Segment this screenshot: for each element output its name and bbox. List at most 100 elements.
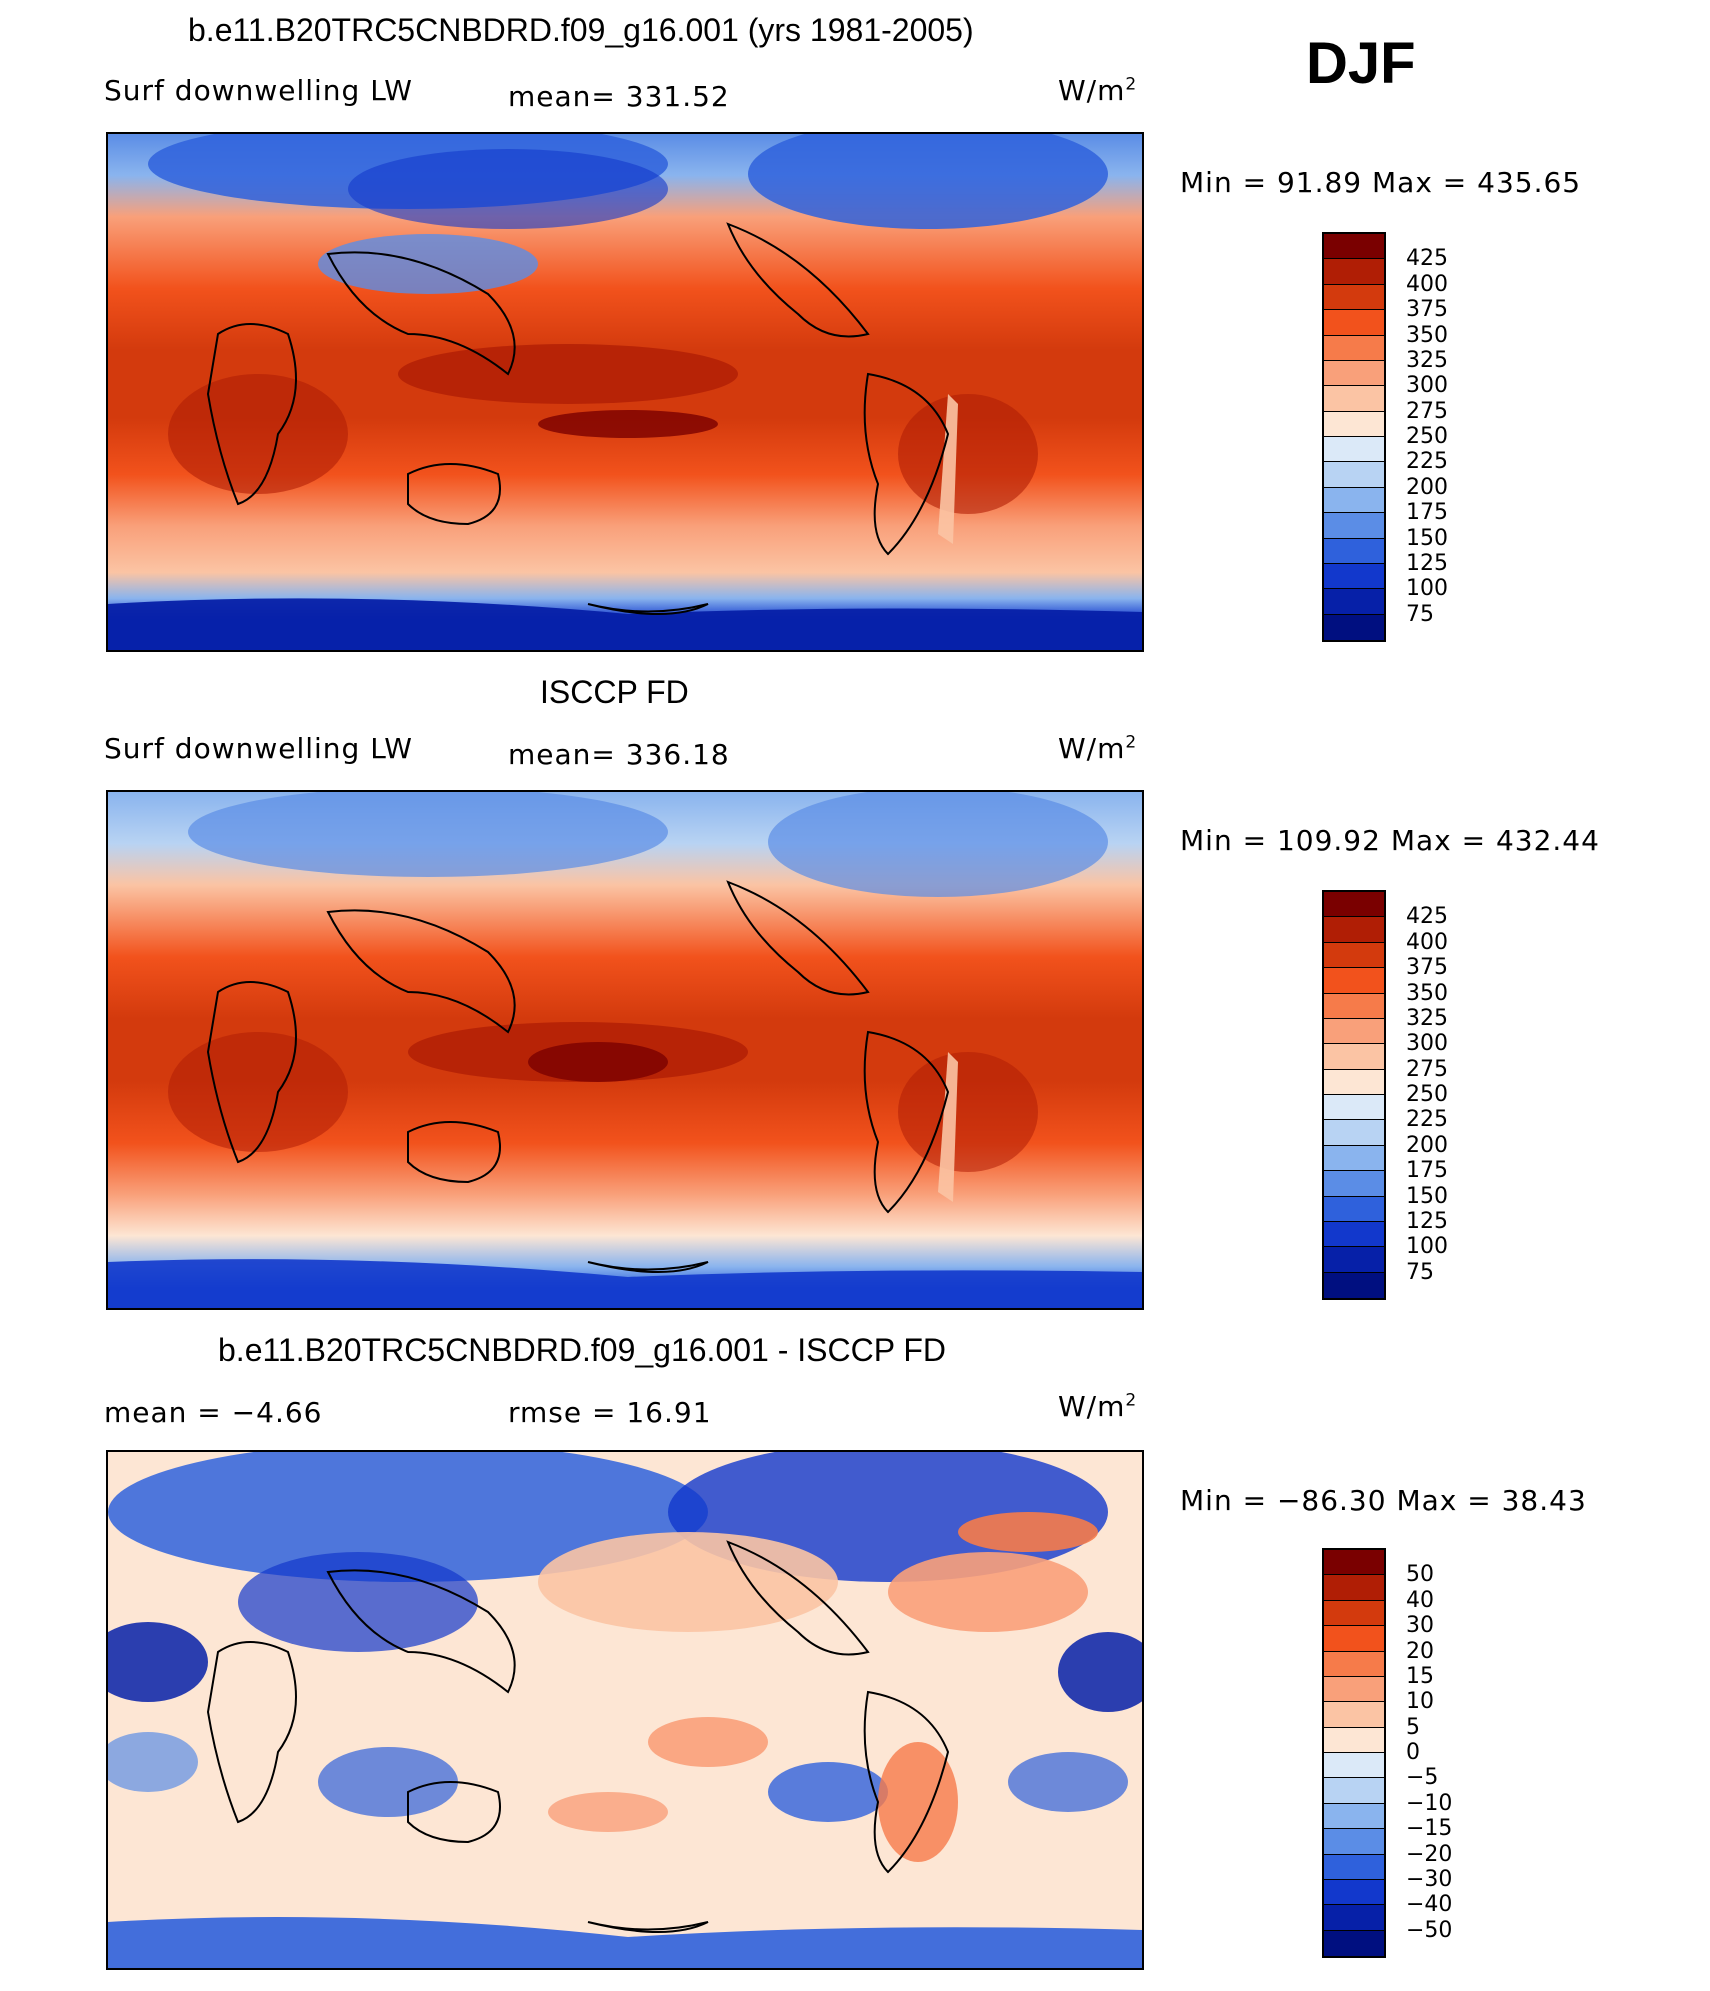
colorbar-tick-label: 150 [1406, 1183, 1448, 1209]
colorbar-tick-label: 425 [1406, 904, 1448, 930]
colorbar-segment [1324, 259, 1384, 285]
colorbar-tick-label: 250 [1406, 1082, 1448, 1107]
panel-3-units: W/m2 [1058, 1390, 1138, 1423]
panel-1-mean-label: mean= 331.52 [508, 80, 730, 113]
panel-3-mean-label: mean = −4.66 [104, 1396, 323, 1429]
panel-3-title: b.e11.B20TRC5CNBDRD.f09_g16.001 - ISCCP … [218, 1332, 947, 1368]
colorbar-segment [1324, 310, 1384, 336]
colorbar-segment [1324, 942, 1384, 969]
colorbar-segment [1324, 1829, 1384, 1855]
colorbar-segment [1324, 1095, 1384, 1121]
colorbar-tick-label: 100 [1406, 576, 1448, 602]
panel-1-map-field [108, 134, 1142, 650]
colorbar-tick-label: 400 [1406, 271, 1448, 297]
panel-1-colorbar [1322, 232, 1386, 642]
panel-1-minmax: Min = 91.89 Max = 435.65 [1180, 166, 1582, 199]
colorbar-segment [1324, 1879, 1384, 1906]
season-label: DJF [1306, 31, 1416, 96]
colorbar-segment [1324, 1044, 1384, 1070]
colorbar-tick-label: −20 [1406, 1841, 1453, 1867]
colorbar-tick-label: 225 [1406, 449, 1448, 475]
panel-3-rmse-label: rmse = 16.91 [508, 1396, 712, 1429]
colorbar-tick-label: 250 [1406, 424, 1448, 449]
colorbar-segment [1324, 1145, 1384, 1172]
colorbar-tick-label: 425 [1406, 246, 1448, 272]
panel-3-map [106, 1450, 1144, 1970]
colorbar-segment [1324, 1676, 1384, 1703]
colorbar-segment [1324, 462, 1384, 488]
panel-2-mean-label: mean= 336.18 [508, 738, 730, 771]
colorbar-tick-label: 40 [1406, 1587, 1434, 1613]
colorbar-tick-label: 0 [1406, 1740, 1420, 1765]
colorbar-tick-label: 325 [1406, 1005, 1448, 1031]
colorbar-tick-label: 5 [1406, 1714, 1420, 1740]
colorbar-tick-label: 375 [1406, 955, 1448, 981]
colorbar-segment [1324, 1171, 1384, 1197]
panel-2-map-field [108, 792, 1142, 1308]
colorbar-tick-label: 275 [1406, 1056, 1448, 1082]
colorbar-segment [1324, 1651, 1384, 1677]
panel-1-units: W/m2 [1058, 74, 1138, 107]
colorbar-segment [1324, 1702, 1384, 1728]
colorbar-tick-label: 50 [1406, 1562, 1434, 1588]
colorbar-segment [1324, 1930, 1384, 1956]
colorbar-tick-label: −40 [1406, 1892, 1453, 1918]
colorbar-segment [1324, 1069, 1384, 1095]
panel-3-minmax: Min = −86.30 Max = 38.43 [1180, 1484, 1587, 1517]
colorbar-segment [1324, 563, 1384, 590]
panel-2-minmax: Min = 109.92 Max = 432.44 [1180, 824, 1600, 857]
panel-1-variable-label: Surf downwelling LW [104, 74, 413, 107]
colorbar-segment [1324, 513, 1384, 539]
colorbar-segment [1324, 1600, 1384, 1627]
colorbar-segment [1324, 1753, 1384, 1779]
colorbar-tick-label: −30 [1406, 1866, 1453, 1892]
colorbar-segment [1324, 1575, 1384, 1601]
colorbar-segment [1324, 335, 1384, 361]
colorbar-segment [1324, 1550, 1384, 1576]
colorbar-tick-label: −5 [1406, 1765, 1439, 1791]
colorbar-tick-label: 15 [1406, 1663, 1434, 1689]
colorbar-segment [1324, 360, 1384, 387]
colorbar-segment [1324, 538, 1384, 564]
colorbar-segment [1324, 968, 1384, 994]
colorbar-tick-label: 300 [1406, 373, 1448, 399]
colorbar-tick-label: 350 [1406, 322, 1448, 348]
colorbar-tick-label: 400 [1406, 929, 1448, 955]
colorbar-segment [1324, 487, 1384, 514]
colorbar-tick-label: −50 [1406, 1917, 1453, 1943]
panel-1-title: b.e11.B20TRC5CNBDRD.f09_g16.001 (yrs 198… [188, 12, 974, 48]
colorbar-tick-label: 75 [1406, 601, 1434, 627]
colorbar-segment [1324, 1905, 1384, 1931]
colorbar-segment [1324, 1018, 1384, 1045]
colorbar-segment [1324, 386, 1384, 412]
colorbar-segment [1324, 1272, 1384, 1298]
colorbar-segment [1324, 437, 1384, 463]
colorbar-tick-label: 150 [1406, 525, 1448, 551]
colorbar-segment [1324, 1221, 1384, 1248]
colorbar-tick-label: 125 [1406, 550, 1448, 576]
colorbar-tick-label: 275 [1406, 398, 1448, 424]
colorbar-tick-label: 375 [1406, 297, 1448, 323]
colorbar-segment [1324, 892, 1384, 918]
colorbar-segment [1324, 993, 1384, 1019]
colorbar-tick-label: 175 [1406, 500, 1448, 526]
colorbar-segment [1324, 614, 1384, 640]
colorbar-segment [1324, 1120, 1384, 1146]
colorbar-tick-label: 300 [1406, 1031, 1448, 1057]
colorbar-segment [1324, 234, 1384, 260]
panel-2-units: W/m2 [1058, 732, 1138, 765]
colorbar-tick-label: −10 [1406, 1790, 1453, 1816]
colorbar-segment [1324, 1626, 1384, 1652]
colorbar-segment [1324, 1727, 1384, 1753]
colorbar-segment [1324, 284, 1384, 311]
colorbar-tick-label: 20 [1406, 1638, 1434, 1664]
colorbar-tick-label: 200 [1406, 1132, 1448, 1158]
colorbar-tick-label: 75 [1406, 1259, 1434, 1285]
colorbar-tick-label: 100 [1406, 1234, 1448, 1260]
colorbar-segment [1324, 1196, 1384, 1222]
colorbar-segment [1324, 589, 1384, 615]
colorbar-tick-label: 325 [1406, 347, 1448, 373]
colorbar-segment [1324, 1854, 1384, 1880]
panel-2-map [106, 790, 1144, 1310]
panel-2-variable-label: Surf downwelling LW [104, 732, 413, 765]
